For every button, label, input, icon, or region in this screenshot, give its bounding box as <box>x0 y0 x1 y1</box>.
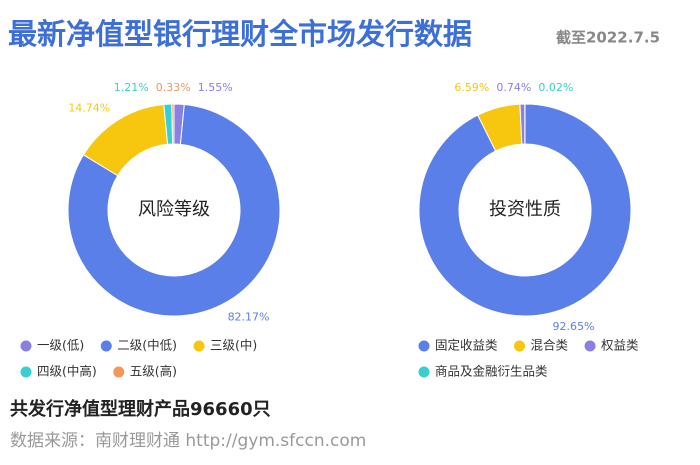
value-label: 1.55% <box>198 81 233 94</box>
value-label: 0.33% <box>156 81 191 94</box>
donut-center-label: 风险等级 <box>138 199 210 220</box>
legend-label: 五级(高) <box>130 364 177 379</box>
value-label: 92.65% <box>552 320 594 333</box>
donut-slice <box>67 103 281 317</box>
page-title: 最新净值型银行理财全市场发行数据 <box>8 17 472 51</box>
legend-label: 三级(中) <box>210 338 257 353</box>
legend-label: 混合类 <box>531 338 569 353</box>
legend-label: 权益类 <box>601 338 639 353</box>
legend-marker <box>100 340 112 352</box>
legend-label: 一级(低) <box>37 338 84 353</box>
legend-marker <box>514 340 526 352</box>
legend-label: 四级(中高) <box>37 364 97 379</box>
legend-marker <box>584 340 596 352</box>
legend-label: 商品及金融衍生品类 <box>435 364 548 379</box>
legend-marker <box>193 340 205 352</box>
value-label: 82.17% <box>228 310 270 323</box>
summary: 共发行净值型理财产品96660只 <box>10 398 271 420</box>
value-label: 6.59% <box>454 81 489 94</box>
donut-slice <box>418 103 632 317</box>
donut-center-label: 投资性质 <box>489 199 561 220</box>
source: 数据来源：南财理财通 http://gym.sfccn.com <box>10 431 366 451</box>
legend-label: 二级(中低) <box>117 338 177 353</box>
value-label: 0.74% <box>496 81 531 94</box>
value-label: 1.21% <box>114 81 149 94</box>
legend-marker <box>20 366 32 378</box>
legend-marker <box>418 340 430 352</box>
legend-marker <box>20 340 32 352</box>
value-label: 14.74% <box>68 101 110 114</box>
legend-label: 固定收益类 <box>435 338 498 353</box>
legend-marker <box>113 366 125 378</box>
legend-marker <box>418 366 430 378</box>
value-label: 0.02% <box>538 81 573 94</box>
page-subtitle: 截至2022.7.5 <box>556 29 660 47</box>
donut-slice <box>171 103 175 145</box>
